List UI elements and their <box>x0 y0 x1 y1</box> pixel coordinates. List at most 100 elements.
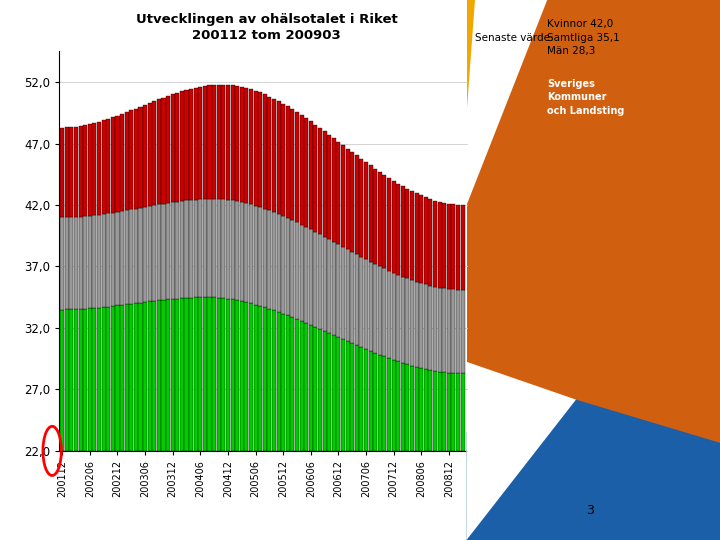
Bar <box>276 101 281 214</box>
Bar <box>456 290 460 373</box>
Bar <box>309 325 312 451</box>
Bar <box>194 200 198 298</box>
Bar <box>240 202 244 301</box>
Bar <box>157 300 161 451</box>
Bar <box>272 99 276 212</box>
Bar <box>267 97 271 210</box>
Bar <box>350 343 354 451</box>
Bar <box>355 156 359 254</box>
Bar <box>281 314 285 451</box>
Bar <box>286 315 289 451</box>
Bar <box>405 278 410 365</box>
Bar <box>134 303 138 451</box>
Bar <box>175 93 179 201</box>
Bar <box>212 85 216 199</box>
Bar <box>203 86 207 199</box>
Bar <box>327 135 331 239</box>
Bar <box>286 106 289 218</box>
Bar <box>447 204 451 289</box>
Bar <box>65 127 69 217</box>
Bar <box>438 372 441 451</box>
Bar <box>166 96 170 203</box>
Bar <box>180 298 184 451</box>
Bar <box>309 122 312 230</box>
Bar <box>428 199 433 286</box>
Bar <box>387 178 391 271</box>
Bar <box>263 208 267 307</box>
Bar <box>359 347 364 451</box>
Bar <box>207 85 212 199</box>
Bar <box>184 298 189 451</box>
Bar <box>166 299 170 451</box>
Bar <box>235 201 239 300</box>
Bar <box>378 172 382 266</box>
Bar <box>295 319 299 451</box>
Bar <box>359 159 364 257</box>
Bar <box>134 109 138 208</box>
Bar <box>253 305 258 451</box>
Bar <box>401 363 405 451</box>
Bar <box>175 201 179 299</box>
Bar <box>350 152 354 252</box>
Bar <box>396 184 400 275</box>
Bar <box>313 125 318 232</box>
Bar <box>300 321 304 451</box>
Bar <box>323 331 327 451</box>
Bar <box>198 199 202 298</box>
Bar <box>102 120 106 214</box>
Bar <box>359 257 364 347</box>
Bar <box>84 309 87 451</box>
Bar <box>281 104 285 216</box>
Bar <box>161 98 166 204</box>
Bar <box>438 288 441 372</box>
Bar <box>419 195 423 283</box>
Bar <box>364 259 368 349</box>
Bar <box>424 369 428 451</box>
Bar <box>244 302 248 451</box>
Bar <box>364 162 368 259</box>
Bar <box>88 215 92 308</box>
Bar <box>111 213 115 306</box>
Bar <box>244 88 248 203</box>
Bar <box>332 138 336 242</box>
Bar <box>355 345 359 451</box>
Bar <box>230 85 235 200</box>
Bar <box>240 87 244 202</box>
Text: 200112 tom 200903: 200112 tom 200903 <box>192 29 341 42</box>
Bar <box>272 310 276 451</box>
Bar <box>78 126 83 217</box>
Bar <box>396 275 400 361</box>
Bar <box>60 127 64 217</box>
Bar <box>276 214 281 312</box>
Bar <box>97 122 101 214</box>
Bar <box>419 368 423 451</box>
Bar <box>286 218 289 315</box>
Text: 3: 3 <box>587 504 594 517</box>
Bar <box>382 356 387 451</box>
Bar <box>226 85 230 200</box>
Bar <box>410 366 414 451</box>
Bar <box>203 297 207 451</box>
Bar <box>392 273 395 360</box>
Bar <box>171 94 175 202</box>
Bar <box>143 302 147 451</box>
Bar <box>364 349 368 451</box>
Bar <box>447 289 451 373</box>
Text: Sveriges: Sveriges <box>547 79 595 89</box>
Bar <box>207 297 212 451</box>
Bar <box>428 370 433 451</box>
Bar <box>130 210 133 303</box>
Bar <box>102 307 106 451</box>
Bar <box>401 186 405 276</box>
Bar <box>180 201 184 298</box>
Bar <box>184 90 189 200</box>
Bar <box>327 239 331 333</box>
Bar <box>249 204 253 303</box>
Bar <box>318 128 322 234</box>
Bar <box>442 203 446 288</box>
Bar <box>175 299 179 451</box>
Bar <box>194 298 198 451</box>
Bar <box>263 307 267 451</box>
Bar <box>207 199 212 297</box>
Bar <box>115 306 120 451</box>
